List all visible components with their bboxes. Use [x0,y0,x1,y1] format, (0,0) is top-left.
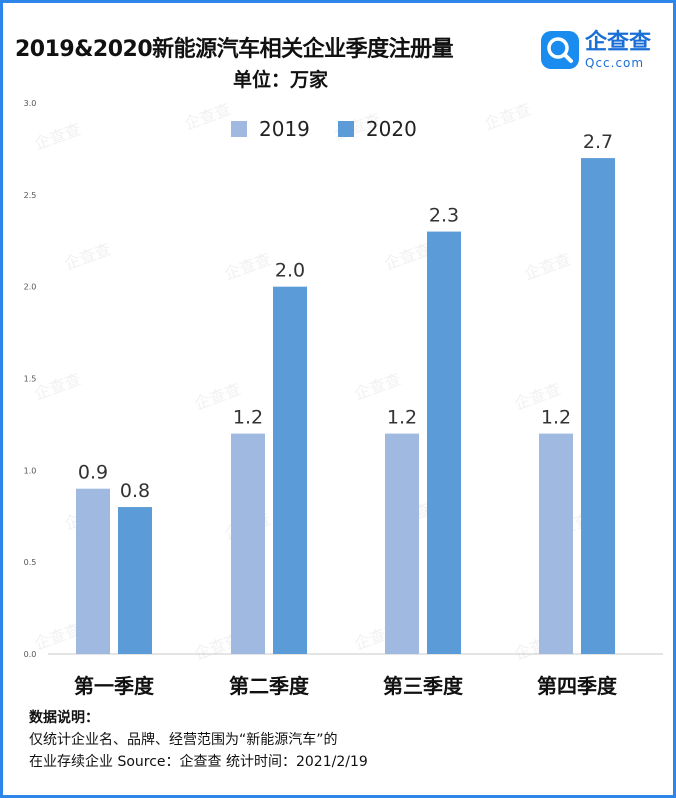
notes-line-2: 在业存续企业 Source：企查查 统计时间：2021/2/19 [29,754,368,770]
legend-item-2020: 2020 [337,117,417,141]
legend-label-2019: 2019 [259,117,310,141]
bar-2019 [231,433,265,654]
y-tick-label: 2.5 [24,191,37,200]
category-label: 第一季度 [74,674,155,698]
bar-2019 [539,433,573,654]
bar-2020 [427,231,461,655]
data-label-2019: 1.2 [387,407,417,429]
bar-2019 [76,488,110,654]
logo-name-cn: 企查查 [585,29,652,55]
y-tick-label: 2.0 [24,283,37,292]
notes-heading: 数据说明： [29,710,99,726]
category-label: 第四季度 [537,674,618,698]
category-label: 第三季度 [383,674,464,698]
qcc-magnifier-icon [541,31,579,69]
data-label-2019: 1.2 [233,407,263,429]
legend-label-2020: 2020 [365,117,417,141]
data-label-2020: 2.3 [429,205,459,227]
y-tick-label: 3.0 [24,99,37,108]
qcc-logo: 企查查 Qcc.com [541,31,651,69]
data-label-2020: 2.7 [583,131,613,153]
chart-legend: 2019 2020 [231,117,445,141]
data-notes: 数据说明： 仅统计企业名、品牌、经营范围为“新能源汽车”的 在业存续企业 Sou… [29,707,368,773]
legend-swatch-2020 [337,121,354,137]
bar-2020 [273,286,307,654]
legend-item-2019: 2019 [231,117,310,141]
y-tick-label: 0.0 [24,650,37,659]
y-tick-label: 1.0 [24,466,37,475]
bar-2019 [385,433,419,654]
bar-2020 [118,507,152,654]
data-label-2020: 0.8 [120,480,150,502]
chart-subtitle: 单位：万家 [233,69,329,91]
notes-line-1: 仅统计企业名、品牌、经营范围为“新能源汽车”的 [29,732,338,748]
bar-chart: 0.0 0.5 1.0 1.5 2.0 2.5 3.0 0.9 0.8 第一季度 1.2 2.0 第二季… [24,99,663,698]
chart-title: 2019&2020新能源汽车相关企业季度注册量 [15,37,454,62]
logo-name-en: Qcc.com [585,55,645,70]
data-label-2019: 1.2 [541,407,571,429]
y-tick-label: 0.5 [24,558,37,567]
category-label: 第二季度 [229,674,310,698]
data-label-2020: 2.0 [275,260,305,282]
legend-swatch-2019 [231,121,247,137]
data-label-2019: 0.9 [78,462,108,484]
y-tick-label: 1.5 [24,375,37,384]
bar-2020 [581,158,615,654]
